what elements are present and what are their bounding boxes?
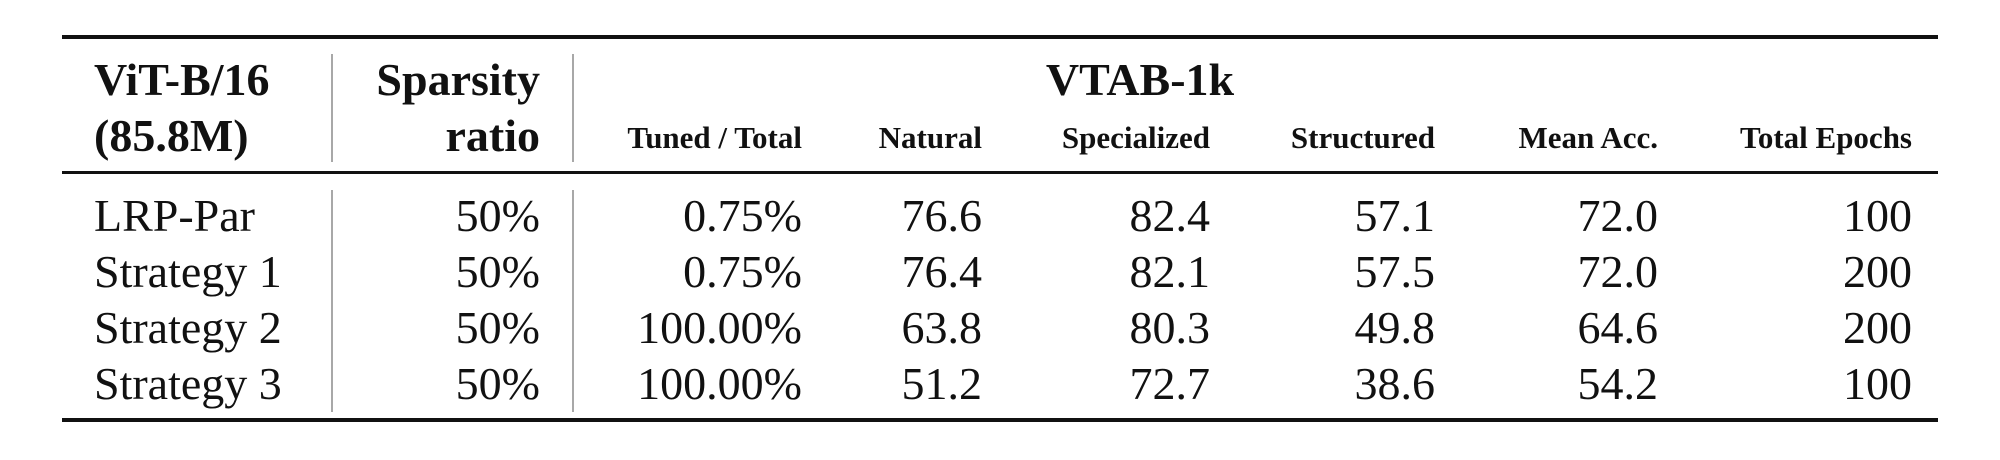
body-separator-2 [572,190,574,412]
header-model-line1: ViT-B/16 [94,54,270,105]
table-row-2-structured: 57.5 [1354,246,1436,297]
table-row-1-natural: 76.6 [901,190,983,241]
table-row-3-specialized: 80.3 [1129,302,1211,353]
header-group-title: VTAB-1k [1045,54,1235,105]
table-row-1-sparsity: 50% [455,190,540,241]
header-col-total-epochs: Total Epochs [1740,120,1912,155]
header-col-tuned-total: Tuned / Total [627,120,802,155]
table-row-1-specialized: 82.4 [1129,190,1211,241]
table-row-4-sparsity: 50% [455,358,540,409]
table-row-2-specialized: 82.1 [1129,246,1211,297]
table-row-2-total-epochs: 200 [1843,246,1912,297]
table-header-rule [62,171,1938,174]
header-col-natural: Natural [878,120,982,155]
table-row-2-sparsity: 50% [455,246,540,297]
header-separator-2 [572,54,574,162]
table-row-1-structured: 57.1 [1354,190,1436,241]
table-row-4-total-epochs: 100 [1843,358,1912,409]
header-col-mean-acc: Mean Acc. [1518,120,1658,155]
table-row-2-mean-acc: 72.0 [1577,246,1659,297]
table-row-1-mean-acc: 72.0 [1577,190,1659,241]
header-sparsity-line1: Sparsity [376,54,540,105]
table-row-2-method: Strategy 1 [94,246,282,297]
table-row-1-tuned-total: 0.75% [683,190,802,241]
header-sparsity-line2: ratio [445,110,540,161]
table-row-4-specialized: 72.7 [1129,358,1211,409]
table-row-3-structured: 49.8 [1354,302,1436,353]
table-row-3-sparsity: 50% [455,302,540,353]
table-row-2-tuned-total: 0.75% [683,246,802,297]
header-model-line2: (85.8M) [94,110,249,161]
header-col-specialized: Specialized [1061,120,1210,155]
table-bottom-rule [62,418,1938,422]
table-row-3-method: Strategy 2 [94,302,282,353]
table-row-1-method: LRP-Par [94,190,255,241]
table-row-3-total-epochs: 200 [1843,302,1912,353]
table-row-3-mean-acc: 64.6 [1577,302,1659,353]
table-row-4-method: Strategy 3 [94,358,282,409]
table-row-3-natural: 63.8 [901,302,983,353]
body-separator-1 [331,190,333,412]
table-row-4-natural: 51.2 [901,358,983,409]
header-separator-1 [331,54,333,162]
table-row-4-mean-acc: 54.2 [1577,358,1659,409]
table-row-2-natural: 76.4 [901,246,983,297]
table-top-rule [62,35,1938,39]
table-row-4-structured: 38.6 [1354,358,1436,409]
header-col-structured: Structured [1290,120,1435,155]
table-row-3-tuned-total: 100.00% [637,302,802,353]
table-row-4-tuned-total: 100.00% [637,358,802,409]
table-row-1-total-epochs: 100 [1843,190,1912,241]
